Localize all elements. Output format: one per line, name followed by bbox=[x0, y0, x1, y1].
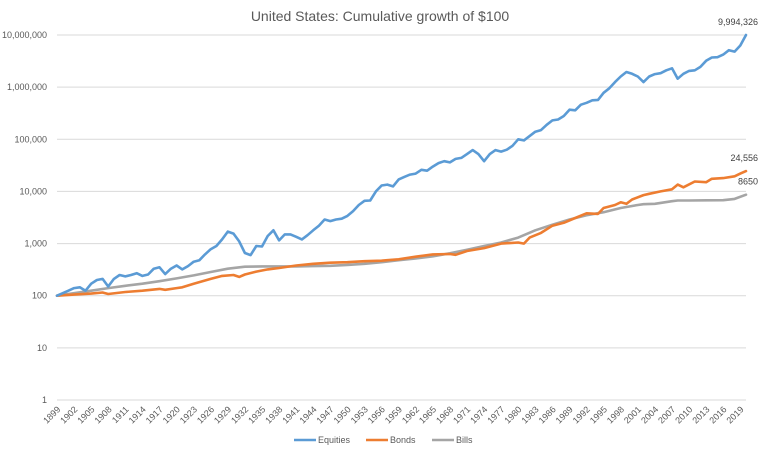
x-tick-label: 1950 bbox=[332, 404, 353, 425]
x-tick-label: 1923 bbox=[178, 404, 199, 425]
y-tick-label: 100 bbox=[32, 291, 47, 301]
y-tick-label: 1 bbox=[42, 395, 47, 405]
x-tick-label: 1989 bbox=[554, 404, 575, 425]
x-tick-label: 1929 bbox=[212, 404, 233, 425]
x-tick-label: 1977 bbox=[485, 404, 506, 425]
x-tick-label: 1992 bbox=[571, 404, 592, 425]
x-tick-label: 1968 bbox=[434, 404, 455, 425]
x-tick-label: 1980 bbox=[502, 404, 523, 425]
y-tick-label: 1,000,000 bbox=[7, 82, 47, 92]
y-tick-label: 1,000 bbox=[24, 239, 47, 249]
end-label-equities: 9,994,326 bbox=[718, 17, 758, 27]
x-tick-label: 1908 bbox=[92, 404, 113, 425]
x-tick-label: 1986 bbox=[537, 404, 558, 425]
x-tick-label: 1917 bbox=[144, 404, 165, 425]
legend-item-bills[interactable]: Bills bbox=[432, 435, 473, 445]
x-tick-label: 1947 bbox=[315, 404, 336, 425]
x-tick-label: 1953 bbox=[349, 404, 370, 425]
end-label-bonds: 24,556 bbox=[730, 153, 758, 163]
x-tick-label: 1941 bbox=[280, 404, 301, 425]
x-tick-label: 1926 bbox=[195, 404, 216, 425]
x-tick-label: 1998 bbox=[605, 404, 626, 425]
x-axis-ticks: 1899190219051908191119141917192019231926… bbox=[41, 404, 746, 425]
series-line-equities bbox=[55, 33, 748, 297]
y-tick-label: 10 bbox=[37, 343, 47, 353]
x-tick-label: 2013 bbox=[690, 404, 711, 425]
x-tick-label: 1983 bbox=[519, 404, 540, 425]
x-tick-label: 1902 bbox=[58, 404, 79, 425]
x-tick-label: 2010 bbox=[673, 404, 694, 425]
x-tick-label: 1911 bbox=[110, 404, 131, 425]
x-tick-label: 1962 bbox=[400, 404, 421, 425]
chart-title: United States: Cumulative growth of $100 bbox=[251, 8, 510, 24]
x-tick-label: 1905 bbox=[75, 404, 96, 425]
legend: Equities Bonds Bills bbox=[294, 435, 473, 445]
x-tick-label: 1935 bbox=[246, 404, 267, 425]
legend-item-bonds[interactable]: Bonds bbox=[366, 435, 416, 445]
x-tick-label: 1899 bbox=[41, 404, 62, 425]
legend-item-equities[interactable]: Equities bbox=[294, 435, 351, 445]
y-tick-label: 100,000 bbox=[14, 134, 47, 144]
legend-label: Bonds bbox=[390, 435, 416, 445]
x-tick-label: 1956 bbox=[366, 404, 387, 425]
series-lines bbox=[55, 33, 748, 297]
x-tick-label: 2007 bbox=[656, 404, 677, 425]
end-label-bills: 8650 bbox=[738, 177, 758, 187]
x-tick-label: 1971 bbox=[451, 404, 472, 425]
y-tick-label: 10,000 bbox=[19, 186, 47, 196]
x-tick-label: 1965 bbox=[417, 404, 438, 425]
x-tick-label: 2019 bbox=[724, 404, 745, 425]
end-labels: 9,994,326 24,556 8650 bbox=[718, 17, 758, 187]
x-tick-label: 1932 bbox=[229, 404, 250, 425]
x-tick-label: 1920 bbox=[161, 404, 182, 425]
gridlines bbox=[57, 34, 746, 401]
y-axis-ticks: 1 10 100 1,000 10,000 100,000 1,000,000 10,000,… bbox=[2, 30, 47, 405]
series-line-bonds bbox=[55, 169, 748, 297]
x-tick-label: 1974 bbox=[468, 404, 489, 425]
series-line-bills bbox=[55, 193, 748, 297]
x-tick-label: 1914 bbox=[127, 404, 148, 425]
y-tick-label: 10,000,000 bbox=[2, 30, 47, 40]
x-tick-label: 1959 bbox=[383, 404, 404, 425]
x-tick-label: 2001 bbox=[622, 404, 643, 425]
legend-label: Bills bbox=[456, 435, 473, 445]
x-tick-label: 1944 bbox=[297, 404, 318, 425]
x-tick-label: 2004 bbox=[639, 404, 660, 425]
x-tick-label: 2016 bbox=[707, 404, 728, 425]
x-tick-label: 1938 bbox=[263, 404, 284, 425]
legend-label: Equities bbox=[318, 435, 351, 445]
x-tick-label: 1995 bbox=[588, 404, 609, 425]
